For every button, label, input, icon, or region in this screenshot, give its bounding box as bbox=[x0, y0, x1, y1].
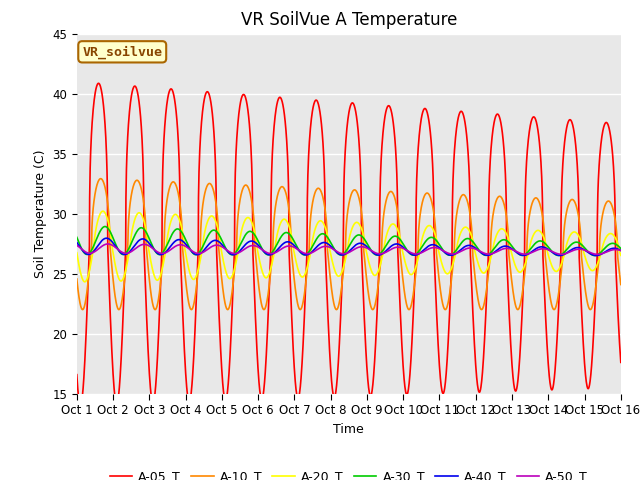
A-20_T bbox=[570, 229, 577, 235]
A-20_T bbox=[81, 279, 89, 285]
A-20_T bbox=[73, 250, 81, 256]
A-20_T bbox=[365, 259, 372, 265]
A-10_T bbox=[73, 276, 81, 282]
X-axis label: Time: Time bbox=[333, 422, 364, 435]
A-30_T bbox=[617, 246, 625, 252]
Line: A-30_T: A-30_T bbox=[77, 227, 621, 255]
Line: A-20_T: A-20_T bbox=[77, 211, 621, 282]
A-40_T bbox=[617, 248, 625, 253]
Legend: A-05_T, A-10_T, A-20_T, A-30_T, A-40_T, A-50_T: A-05_T, A-10_T, A-20_T, A-30_T, A-40_T, … bbox=[104, 465, 593, 480]
A-20_T bbox=[225, 276, 233, 281]
A-20_T bbox=[508, 249, 515, 255]
A-20_T bbox=[617, 252, 625, 258]
A-05_T bbox=[365, 386, 372, 392]
A-50_T bbox=[376, 251, 384, 257]
A-40_T bbox=[225, 250, 232, 255]
Line: A-40_T: A-40_T bbox=[77, 238, 621, 255]
A-50_T bbox=[584, 249, 592, 254]
Line: A-05_T: A-05_T bbox=[77, 83, 621, 406]
A-10_T bbox=[570, 197, 577, 203]
A-10_T bbox=[79, 307, 86, 312]
A-50_T bbox=[594, 252, 602, 257]
A-10_T bbox=[365, 294, 372, 300]
A-10_T bbox=[508, 274, 515, 279]
A-50_T bbox=[507, 246, 515, 252]
A-10_T bbox=[225, 305, 233, 311]
A-30_T bbox=[225, 250, 232, 256]
A-50_T bbox=[225, 249, 232, 254]
A-05_T bbox=[584, 386, 592, 392]
A-30_T bbox=[584, 249, 592, 254]
A-05_T bbox=[617, 360, 625, 365]
A-10_T bbox=[617, 282, 625, 288]
A-05_T bbox=[508, 349, 515, 355]
A-30_T bbox=[73, 234, 81, 240]
Y-axis label: Soil Temperature (C): Soil Temperature (C) bbox=[34, 149, 47, 278]
A-50_T bbox=[104, 241, 111, 247]
A-40_T bbox=[569, 246, 577, 252]
A-40_T bbox=[584, 250, 592, 255]
A-30_T bbox=[569, 240, 577, 246]
A-50_T bbox=[569, 248, 577, 253]
A-50_T bbox=[365, 246, 372, 252]
A-20_T bbox=[584, 263, 592, 269]
A-10_T bbox=[377, 259, 385, 264]
Text: VR_soilvue: VR_soilvue bbox=[82, 45, 163, 59]
A-40_T bbox=[102, 235, 110, 241]
A-40_T bbox=[376, 252, 384, 258]
A-40_T bbox=[507, 245, 515, 251]
A-05_T bbox=[570, 124, 577, 130]
A-30_T bbox=[376, 251, 384, 256]
A-05_T bbox=[73, 372, 81, 378]
A-30_T bbox=[101, 224, 109, 229]
A-10_T bbox=[97, 176, 104, 181]
A-30_T bbox=[365, 243, 372, 249]
A-50_T bbox=[617, 248, 625, 253]
A-40_T bbox=[592, 252, 600, 258]
Line: A-10_T: A-10_T bbox=[77, 179, 621, 310]
A-50_T bbox=[73, 242, 81, 248]
A-20_T bbox=[99, 208, 107, 214]
Title: VR SoilVue A Temperature: VR SoilVue A Temperature bbox=[241, 11, 457, 29]
A-10_T bbox=[584, 303, 592, 309]
A-30_T bbox=[591, 252, 598, 258]
A-30_T bbox=[507, 242, 515, 248]
A-05_T bbox=[225, 371, 233, 376]
A-05_T bbox=[95, 80, 102, 86]
A-40_T bbox=[73, 240, 81, 245]
A-40_T bbox=[365, 245, 372, 251]
A-05_T bbox=[77, 403, 84, 408]
Line: A-50_T: A-50_T bbox=[77, 244, 621, 254]
A-20_T bbox=[377, 261, 385, 266]
A-05_T bbox=[377, 168, 385, 173]
